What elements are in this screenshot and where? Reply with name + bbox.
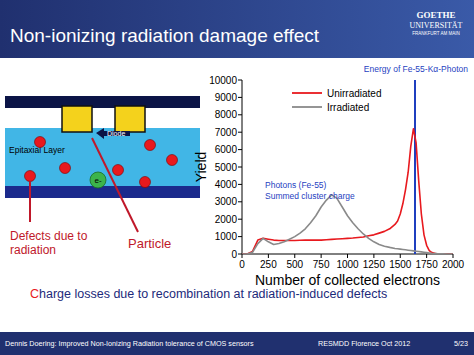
x-tick-label: 750 bbox=[313, 259, 330, 270]
x-axis bbox=[242, 254, 453, 255]
diode-block bbox=[115, 106, 145, 132]
slide-title: Non-ionizing radiation damage effect bbox=[10, 25, 320, 46]
footer-text: Dennis Doering: Improved Non-Ionizing Ra… bbox=[5, 339, 254, 348]
x-tick-label: 500 bbox=[286, 259, 303, 270]
substrate-layer bbox=[5, 186, 200, 198]
x-tick-label: 1250 bbox=[363, 259, 386, 270]
logo-text: UNIVERSITÄT bbox=[410, 21, 463, 30]
x-tick-label: 1500 bbox=[389, 259, 412, 270]
footer-bar bbox=[0, 332, 474, 355]
legend: Unirradiated Irradiated bbox=[292, 88, 381, 113]
page-number: 5/23 bbox=[454, 339, 468, 348]
y-tick bbox=[238, 114, 242, 115]
defect bbox=[35, 137, 46, 148]
electron-label: e- bbox=[94, 176, 101, 185]
y-tick-label: 1000 bbox=[215, 231, 238, 242]
x-tick-label: 1750 bbox=[416, 259, 439, 270]
x-tick-label: 250 bbox=[260, 259, 277, 270]
legend-swatch bbox=[292, 106, 322, 108]
legend-label: Unirradiated bbox=[327, 88, 381, 99]
caption-rest: harge losses due to recombination at rad… bbox=[39, 287, 387, 301]
y-tick bbox=[238, 184, 242, 185]
y-tick-label: 7000 bbox=[215, 127, 238, 138]
top-area bbox=[5, 96, 200, 130]
x-tick bbox=[294, 254, 295, 258]
header-bar bbox=[0, 0, 474, 58]
annotation: Photons (Fe-55) bbox=[265, 180, 327, 190]
y-tick bbox=[238, 236, 242, 237]
electron bbox=[90, 172, 106, 188]
defect-pointer bbox=[29, 182, 31, 222]
x-tick-label: 1000 bbox=[336, 259, 359, 270]
reference-line bbox=[414, 80, 416, 254]
y-tick bbox=[238, 254, 242, 255]
defect bbox=[140, 177, 151, 188]
y-tick-label: 5000 bbox=[215, 162, 238, 173]
legend-swatch bbox=[292, 92, 322, 94]
defects-label: radiation bbox=[10, 243, 56, 257]
diode-arrow bbox=[96, 128, 130, 139]
y-tick bbox=[238, 219, 242, 220]
y-tick-label: 2000 bbox=[215, 214, 238, 225]
particle-label: Particle bbox=[128, 236, 171, 251]
defect bbox=[167, 155, 178, 166]
defect bbox=[113, 165, 124, 176]
y-tick bbox=[238, 167, 242, 168]
x-tick bbox=[242, 254, 243, 258]
y-tick bbox=[238, 149, 242, 150]
logo-text: GOETHE bbox=[416, 10, 455, 20]
x-tick bbox=[321, 254, 322, 258]
x-tick bbox=[400, 254, 401, 258]
y-tick-label: 0 bbox=[231, 249, 237, 260]
y-axis-label: Yield bbox=[193, 152, 209, 183]
caption-initial: C bbox=[30, 287, 39, 301]
legend-label: Irradiated bbox=[327, 102, 369, 113]
y-tick-label: 6000 bbox=[215, 144, 238, 155]
logo-text: FRANKFURT AM MAIN bbox=[412, 31, 459, 36]
metal-layer bbox=[5, 96, 200, 108]
chart: 0100020003000400050006000700080009000100… bbox=[193, 64, 468, 288]
y-tick-label: 10000 bbox=[209, 75, 237, 86]
y-tick bbox=[238, 97, 242, 98]
y-tick bbox=[238, 132, 242, 133]
x-tick bbox=[426, 254, 427, 258]
x-tick-label: 0 bbox=[239, 259, 245, 270]
y-axis bbox=[242, 80, 243, 254]
y-tick bbox=[238, 201, 242, 202]
x-tick bbox=[347, 254, 348, 258]
defect bbox=[60, 163, 71, 174]
series-line bbox=[242, 129, 453, 254]
diode-label: Diode bbox=[107, 130, 125, 137]
y-tick bbox=[238, 80, 242, 81]
series-line bbox=[242, 195, 453, 254]
y-tick-label: 8000 bbox=[215, 109, 238, 120]
x-axis-label: Number of collected electrons bbox=[255, 272, 440, 288]
annotation: Energy of Fe-55-Kα-Photon bbox=[364, 64, 468, 74]
sensor-diagram: Epitaxial LayerDiodee-Defects due toradi… bbox=[5, 96, 200, 257]
x-tick bbox=[373, 254, 374, 258]
plot-area bbox=[242, 80, 453, 254]
y-tick-label: 9000 bbox=[215, 92, 238, 103]
slide: Non-ionizing radiation damage effect GOET… bbox=[0, 0, 474, 355]
footer-text: RESMDD Florence Oct 2012 bbox=[318, 339, 410, 348]
defects-label: Defects due to bbox=[10, 229, 88, 243]
x-tick-label: 2000 bbox=[442, 259, 465, 270]
defect bbox=[25, 171, 36, 182]
x-tick bbox=[453, 254, 454, 258]
annotation: Summed cluster charge bbox=[265, 191, 355, 201]
defect bbox=[145, 140, 156, 151]
y-tick-label: 4000 bbox=[215, 179, 238, 190]
y-tick-label: 3000 bbox=[215, 196, 238, 207]
caption: Charge losses due to recombination at ra… bbox=[30, 287, 387, 301]
x-tick bbox=[268, 254, 269, 258]
diode-block bbox=[62, 106, 92, 132]
